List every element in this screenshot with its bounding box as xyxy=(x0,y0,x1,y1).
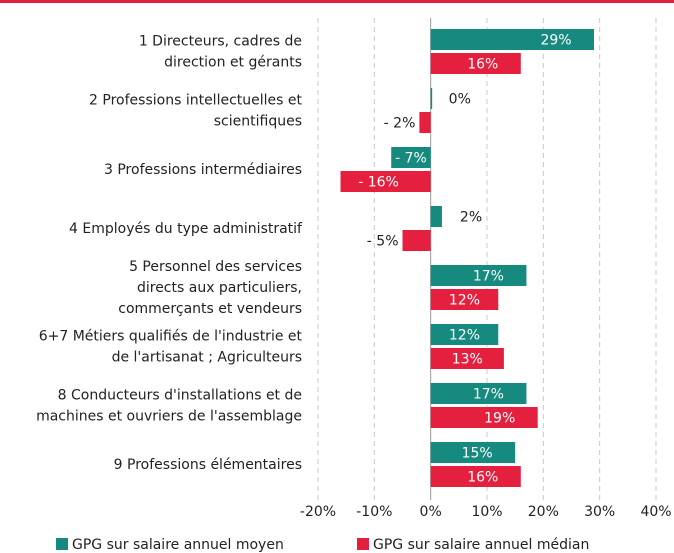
value-label: 29% xyxy=(540,33,571,49)
category-label: direction et gérants xyxy=(164,55,302,71)
bar xyxy=(430,53,521,74)
category-label: 1 Directeurs, cadres de xyxy=(139,34,302,50)
x-tick-label: 0% xyxy=(420,504,442,520)
value-label: 12% xyxy=(449,328,480,344)
bar xyxy=(430,88,433,109)
value-label: - 7% xyxy=(395,151,427,167)
category-label: 3 Professions intermédiaires xyxy=(104,162,302,178)
value-label: 17% xyxy=(473,387,504,403)
value-label: 16% xyxy=(467,470,498,486)
bar xyxy=(430,348,504,369)
category-label: 9 Professions élémentaires xyxy=(114,457,302,473)
x-tick-label: 10% xyxy=(471,504,502,520)
value-label: - 2% xyxy=(384,116,416,132)
category-label: scientifiques xyxy=(214,114,302,130)
value-label: 12% xyxy=(449,293,480,309)
bar xyxy=(340,171,431,192)
value-label: - 5% xyxy=(367,234,399,250)
x-tick-label: 20% xyxy=(528,504,559,520)
x-tick-label: -20% xyxy=(300,504,336,520)
legend-swatch xyxy=(357,538,369,550)
category-label: commerçants et vendeurs xyxy=(118,301,302,317)
bar xyxy=(430,29,595,50)
bar xyxy=(430,265,527,286)
x-tick-label: -10% xyxy=(356,504,392,520)
value-label: 19% xyxy=(484,411,515,427)
x-tick-label: 40% xyxy=(640,504,671,520)
bar xyxy=(430,383,527,404)
category-label: 5 Personnel des services xyxy=(129,259,302,275)
value-label: 0% xyxy=(449,92,471,108)
category-label: 8 Conducteurs d'installations et de xyxy=(58,388,302,404)
bar xyxy=(430,324,499,345)
category-label: de l'artisanat ; Agriculteurs xyxy=(112,350,302,366)
legend-swatch xyxy=(56,538,68,550)
legend-label: GPG sur salaire annuel moyen xyxy=(72,537,284,553)
bar xyxy=(430,407,538,428)
value-label: 15% xyxy=(462,446,493,462)
value-label: - 16% xyxy=(358,175,399,191)
value-label: 16% xyxy=(467,57,498,73)
bar xyxy=(402,230,431,251)
bar xyxy=(430,206,442,227)
value-label: 13% xyxy=(452,352,483,368)
category-label: 2 Professions intellectuelles et xyxy=(89,93,302,109)
category-label: machines et ouvriers de l'assemblage xyxy=(36,409,302,425)
value-label: 2% xyxy=(460,210,482,226)
category-label: 4 Employés du type administratif xyxy=(69,221,303,237)
category-label: directs aux particuliers, xyxy=(137,280,302,296)
bar xyxy=(391,147,431,168)
category-label: 6+7 Métiers qualifiés de l'industrie et xyxy=(39,329,303,345)
top-rule xyxy=(0,0,674,3)
bar xyxy=(419,112,431,133)
bar xyxy=(430,466,521,487)
bar xyxy=(430,289,499,310)
value-label: 17% xyxy=(473,269,504,285)
bar xyxy=(430,442,516,463)
legend-label: GPG sur salaire annuel médian xyxy=(373,537,589,553)
x-tick-label: 30% xyxy=(584,504,615,520)
